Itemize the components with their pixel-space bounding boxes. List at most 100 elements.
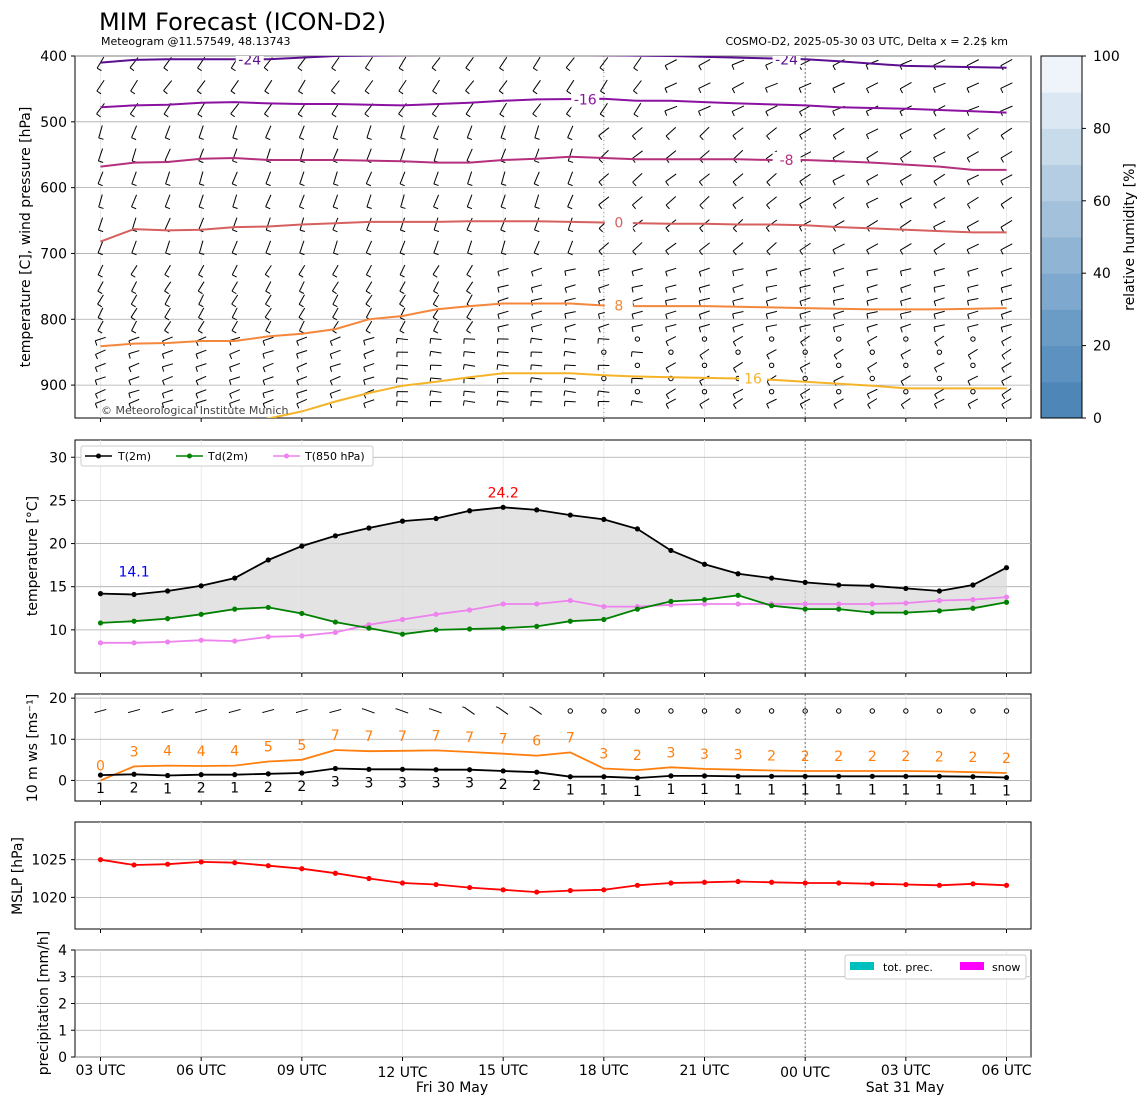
wind-barb-icon: [967, 267, 979, 277]
gust-value-label: 7: [566, 730, 575, 746]
mean-point: [534, 769, 540, 775]
wind-barb-icon: [665, 242, 677, 256]
wind-barb-icon: [665, 173, 677, 186]
wind-barb-icon: [131, 320, 137, 334]
gust-value-label: 2: [968, 750, 977, 766]
wind-barb-icon: [230, 103, 240, 118]
wind-barb-icon: [130, 265, 138, 278]
wind-barb-icon: [866, 297, 878, 306]
wind-barb-icon: [665, 297, 677, 306]
wind-barb-icon: [1001, 398, 1012, 409]
series-1-line: [100, 594, 1007, 636]
wind-barb-icon: [832, 323, 845, 333]
wind-barb-icon: [530, 284, 543, 293]
series-2-point: [467, 607, 473, 613]
series-1-point: [567, 618, 573, 624]
colorbar-band: [1041, 92, 1082, 129]
wind-barb-icon: [97, 294, 104, 308]
upper-air-ylabel: temperature [C], wind pressure [hPa]: [18, 107, 34, 368]
wind-barb-icon: [500, 171, 507, 186]
wind-barb-icon: [298, 294, 305, 308]
wind-barb-icon: [632, 196, 643, 210]
wind-barb-icon: [766, 196, 777, 210]
mslp-point: [735, 878, 741, 885]
wind-barb-icon: [264, 103, 273, 118]
wind-barb-icon: [665, 126, 677, 141]
wind-barb-icon: [866, 388, 878, 399]
wind-barb-icon: [399, 171, 406, 187]
wind-barb-icon: [366, 217, 372, 233]
calm-wind-icon: [634, 336, 641, 342]
wind-barb-icon: [865, 128, 879, 140]
calm-wind-icon: [601, 349, 607, 355]
series-0-line: [100, 506, 1007, 596]
wind-barb-icon: [262, 708, 275, 714]
gust-value-label: 2: [767, 749, 776, 765]
isotherm-line: [266, 372, 1007, 418]
series-2-point: [232, 638, 238, 644]
wind-barb-icon: [900, 349, 911, 360]
wind-barb-icon: [331, 281, 339, 295]
series-1-point: [903, 609, 909, 616]
calm-wind-icon: [668, 349, 674, 355]
series-2-point: [500, 601, 506, 607]
series-0-point: [534, 507, 540, 513]
wind-barb-icon: [195, 389, 207, 399]
series-1-point: [97, 620, 104, 626]
wind-barb-icon: [463, 390, 476, 397]
colorbar-frame: [1040, 55, 1083, 419]
wind-barb-icon: [534, 217, 540, 233]
xtick-label: 06 UTC: [981, 1063, 1031, 1079]
wind-barb-icon: [731, 105, 745, 117]
wind-barb-icon: [967, 398, 978, 409]
series-0-point: [433, 515, 439, 522]
gust-value-label: 7: [398, 729, 407, 745]
wind-barb-icon: [298, 125, 305, 141]
wind-barb-icon: [765, 297, 778, 307]
isotherm-label-bg: [772, 151, 801, 168]
series-0-point: [769, 575, 775, 581]
temperature-legend: T(2m) Td(2m) T(850 hPa): [80, 445, 374, 467]
wind-barb-icon: [732, 297, 744, 306]
wind-barb-icon: [161, 389, 173, 399]
mean-value-label: 1: [868, 782, 877, 798]
gust-value-label: 7: [364, 729, 373, 745]
ytick-label: 4: [58, 943, 67, 959]
wind-barb-icon: [933, 197, 946, 209]
wind-barb-icon: [1000, 220, 1013, 232]
series-2-point: [198, 637, 204, 643]
mean-line: [100, 767, 1007, 779]
series-0-point: [869, 583, 875, 589]
colorbar-band: [1041, 200, 1082, 238]
mean-value-label: 1: [96, 781, 105, 797]
wind-barb-icon: [329, 708, 342, 714]
wind-barb-icon: [265, 148, 272, 163]
wind-barb-icon: [500, 217, 507, 233]
wind-barb-icon: [799, 398, 811, 409]
wind-barb-icon: [95, 349, 106, 360]
wind-barb-icon: [765, 284, 778, 293]
wind-barb-icon: [632, 80, 642, 95]
wind-barb-icon: [1000, 310, 1012, 320]
series-2-point: [1003, 594, 1010, 600]
wind-barb-icon: [363, 363, 375, 373]
wind-barb-icon: [532, 80, 541, 95]
series-2-point: [802, 601, 808, 607]
wind-barb-icon: [966, 174, 980, 186]
mean-value-label: 1: [700, 782, 709, 798]
wind-barb-icon: [567, 240, 574, 256]
wind-barb-icon: [396, 364, 409, 370]
ytick-label: 25: [49, 493, 67, 509]
mean-point: [131, 771, 137, 777]
wind-barb-icon: [95, 388, 106, 399]
mean-value-label: 1: [801, 782, 810, 798]
wind-barb-icon: [665, 196, 677, 210]
series-2-point: [399, 616, 406, 623]
wind-barb-icon: [600, 79, 608, 95]
wind-barb-icon: [732, 127, 744, 140]
ytick-label: 15: [49, 580, 67, 596]
series-2-point: [869, 601, 875, 607]
wind-barb-icon: [699, 126, 710, 141]
wind-barb-icon: [97, 264, 104, 278]
series-0-point: [232, 575, 238, 581]
